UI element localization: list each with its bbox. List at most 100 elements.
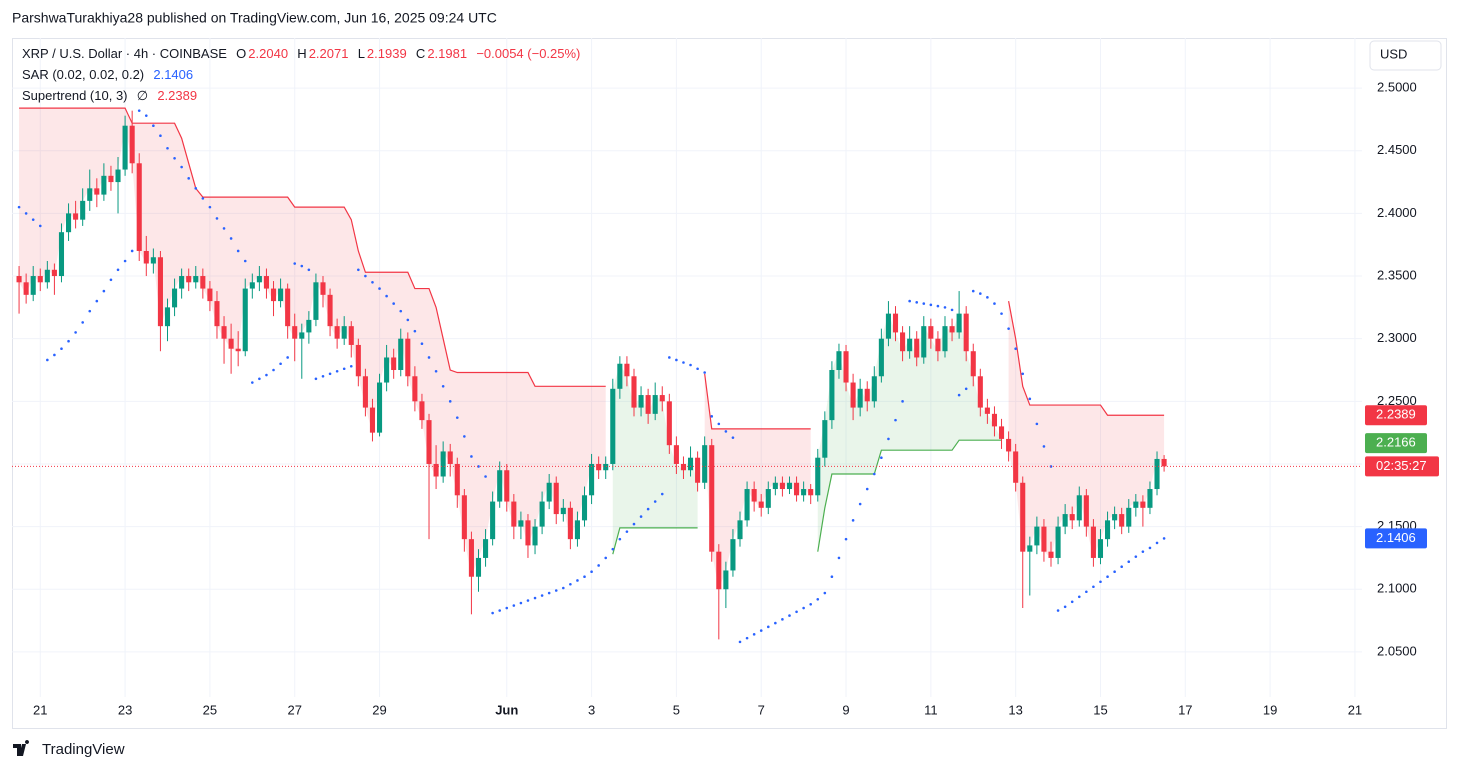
candle-body: [270, 288, 277, 302]
x-tick-label: 23: [118, 702, 132, 717]
candle-body: [228, 338, 234, 349]
sar-dot: [816, 597, 820, 601]
x-tick-label: 3: [588, 702, 595, 717]
candle-body: [956, 313, 962, 333]
sar-dot: [1070, 600, 1074, 604]
sar-dot: [1049, 465, 1053, 468]
candle-body: [829, 370, 835, 421]
candle-body: [574, 520, 580, 540]
candle-body: [624, 363, 630, 377]
y-tick-label: 2.3000: [1377, 330, 1417, 345]
currency[interactable]: USD: [1380, 46, 1407, 61]
candle-body: [242, 288, 248, 352]
sar-dot: [1085, 590, 1088, 594]
candle-body: [483, 539, 489, 558]
sar-dot: [208, 205, 212, 209]
candle-body: [334, 326, 340, 339]
candle-body: [249, 282, 255, 289]
sar-dot: [307, 268, 311, 272]
sar-dot: [279, 362, 282, 366]
candle-body: [207, 288, 213, 302]
candle-body: [1006, 438, 1012, 452]
candle-body: [673, 445, 679, 464]
change: −0.0054 (−0.25%): [476, 46, 581, 61]
y-tick-label: 2.4000: [1377, 205, 1417, 220]
sar-dot: [222, 227, 226, 230]
candle-body: [680, 463, 687, 471]
sar-dot: [632, 522, 636, 526]
price-badge: [1365, 405, 1427, 426]
candle-body: [58, 232, 65, 277]
candle-body: [1097, 539, 1104, 558]
candle-body: [164, 307, 171, 327]
candle-body: [617, 363, 623, 389]
sar-dot: [1113, 570, 1116, 574]
candle-body: [447, 451, 453, 464]
sar-dot: [986, 296, 989, 299]
sar-dot: [1155, 541, 1159, 545]
sar-dot: [116, 268, 120, 272]
sar-dot: [957, 393, 961, 397]
candle-body: [172, 288, 178, 308]
candle-body: [864, 388, 870, 402]
sar-dot: [689, 363, 692, 367]
sar-dot: [1148, 546, 1152, 550]
x-tick-label: Jun: [495, 702, 518, 717]
sar-dot: [745, 636, 749, 640]
sar-dot: [668, 356, 671, 359]
candle-body: [306, 319, 312, 333]
candle-body: [51, 269, 57, 277]
sar-dot: [314, 377, 318, 381]
sar-dot: [1099, 580, 1102, 584]
sar-dot: [385, 294, 388, 298]
sar-dot: [166, 146, 169, 150]
sar-dot: [901, 400, 904, 403]
o-value: 2.2040: [248, 46, 289, 61]
sar-dot: [583, 575, 586, 579]
sar-dot: [180, 165, 183, 169]
sar-dot: [653, 500, 657, 503]
sar-dot: [491, 611, 494, 615]
candle-body: [786, 482, 793, 490]
sar-dot: [512, 604, 516, 607]
sar-dot: [795, 610, 798, 614]
candle-body: [991, 413, 998, 427]
sar-dot: [844, 537, 848, 541]
candle-body: [468, 539, 474, 577]
pane-border: [12, 38, 1447, 729]
sar-dot: [364, 274, 367, 278]
sar-dot: [300, 264, 304, 268]
candle-body: [143, 250, 149, 264]
y-tick-label: 2.3500: [1377, 267, 1417, 282]
price-badge: [1365, 528, 1427, 549]
x-tick-label: 11: [924, 702, 938, 717]
candle-body: [638, 395, 644, 408]
candle-body: [44, 269, 50, 283]
sar-dot: [392, 302, 395, 305]
sar-dot: [604, 556, 608, 560]
sar-dot: [887, 437, 890, 441]
candle-body: [857, 388, 863, 408]
candle-body: [497, 470, 503, 502]
sar-legend: SAR (0.02, 0.02, 0.2) 2.1406: [22, 67, 195, 82]
candle-body: [843, 351, 849, 383]
sar-dot: [17, 205, 21, 209]
currency-button[interactable]: [1369, 40, 1442, 71]
candle-body: [150, 257, 156, 264]
candle-body: [292, 326, 298, 339]
sar-dot: [251, 381, 254, 384]
sar-dot: [349, 364, 353, 368]
candle-body: [900, 332, 906, 352]
candle-body: [801, 489, 807, 496]
sar-dot: [752, 633, 756, 636]
candle-body: [1069, 514, 1075, 521]
sar-dot: [215, 217, 219, 220]
candle-body: [391, 357, 397, 371]
candle-body: [942, 326, 948, 352]
candle-body: [914, 338, 920, 358]
sar-dot: [519, 601, 523, 605]
candle-body: [30, 276, 36, 295]
sar-dot: [1000, 312, 1003, 315]
c-label: C: [415, 46, 426, 61]
sar-dot: [547, 591, 551, 595]
